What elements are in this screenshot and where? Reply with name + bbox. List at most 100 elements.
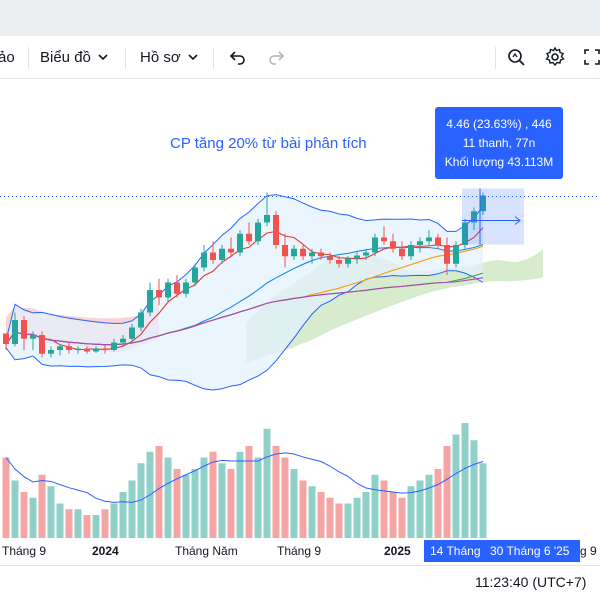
volume-bar [245, 446, 253, 538]
ma-trend [5, 277, 484, 346]
volume-bar [236, 451, 244, 538]
candle-body [93, 348, 99, 352]
volume-bar [353, 497, 361, 538]
toolbar-divider [213, 47, 214, 69]
tooltip-volume: Khối lượng 43.113M [444, 154, 554, 169]
candle-body [417, 241, 423, 245]
volume-bar [362, 492, 370, 538]
settings-button[interactable] [544, 36, 566, 78]
volume-bar [299, 480, 307, 538]
volume-bar [290, 469, 298, 538]
time-axis-label: Tháng 9 [277, 544, 322, 558]
volume-bar [416, 480, 424, 538]
volume-bar [308, 486, 316, 538]
volume-bar [56, 503, 64, 538]
volume-bar [173, 469, 181, 538]
volume-bar [218, 463, 226, 538]
cut-menu-label: ảo [0, 48, 15, 66]
candle-body [84, 348, 90, 352]
candle-body [309, 252, 315, 257]
candle-body [462, 222, 468, 245]
candle-body [120, 338, 126, 343]
candle-body [3, 333, 9, 344]
candle-body [147, 290, 153, 313]
cut-menu-item[interactable]: ảo [0, 36, 15, 78]
time-axis[interactable]: Tháng 9 2024 Tháng Năm Tháng 9 2025 g 9 [0, 540, 600, 562]
volume-bar [335, 503, 343, 538]
volume-bar [38, 474, 46, 538]
chevron-down-icon [187, 51, 199, 63]
chart-toolbar: ảo Biểu đồ Hồ sơ [0, 36, 600, 79]
volume-bars [2, 423, 487, 538]
profile-menu-label: Hồ sơ [140, 48, 181, 66]
gear-icon [544, 46, 566, 68]
clock-time: 11:23:40 (UTC+7) [475, 574, 587, 590]
candle-body [66, 346, 72, 350]
candle-body [48, 350, 54, 354]
undo-icon [228, 47, 248, 67]
candle-body [291, 248, 297, 257]
candle-body [165, 282, 171, 298]
candle-body [219, 248, 225, 260]
range-end-label: 30 Tháng 6 '25 [486, 540, 580, 562]
volume-bar [119, 492, 127, 538]
candle-body [471, 211, 477, 223]
chevron-down-icon [97, 51, 109, 63]
status-footer: 11:23:40 (UTC+7) [0, 565, 600, 601]
toolbar-divider [125, 47, 126, 69]
candle-body [273, 215, 279, 245]
candle-body [300, 248, 306, 257]
tooltip-bars-duration: 11 thanh, 77n [462, 135, 536, 150]
volume-bar [101, 509, 109, 538]
candle-body [381, 237, 387, 242]
volume-bar [389, 492, 397, 538]
measure-arrow [514, 216, 521, 225]
volume-bar [326, 497, 334, 538]
candle-body [264, 215, 270, 223]
volume-bar [209, 451, 217, 538]
candle-body [255, 222, 261, 242]
redo-button[interactable] [266, 36, 286, 78]
volume-bar [227, 469, 235, 538]
candle-body [435, 237, 441, 245]
candle-body [156, 290, 162, 298]
volume-bar [2, 457, 10, 538]
fullscreen-icon [582, 47, 600, 67]
candle-body [426, 237, 432, 242]
volume-bar [155, 446, 163, 538]
candle-body [111, 342, 117, 350]
zoom-search-button[interactable] [505, 36, 527, 78]
zoom-search-icon [505, 46, 527, 68]
volume-bar [74, 509, 82, 538]
chart-type-menu[interactable]: Biểu đồ [40, 36, 109, 78]
candle-body [363, 252, 369, 256]
volume-bar [272, 446, 280, 538]
candle-body [30, 335, 36, 339]
price-chart[interactable] [0, 78, 600, 565]
chart-overlay [0, 188, 600, 245]
fullscreen-button[interactable] [582, 36, 600, 78]
browser-top-band [0, 0, 600, 36]
volume-bar [452, 434, 460, 538]
candle-body [444, 245, 450, 264]
undo-button[interactable] [228, 36, 248, 78]
volume-bar [110, 503, 118, 538]
candle-body [39, 335, 45, 354]
volume-bar [425, 474, 433, 538]
chart-type-label: Biểu đồ [40, 48, 91, 66]
candle-body [237, 233, 243, 253]
volume-bar [461, 423, 469, 538]
candle-body [210, 252, 216, 260]
volume-bar [200, 457, 208, 538]
bollinger-lower [5, 270, 484, 391]
volume-ma [5, 452, 484, 503]
candle-body [12, 320, 18, 344]
candlesticks [3, 192, 486, 358]
candle-body [372, 237, 378, 253]
candle-body [228, 248, 234, 253]
candle-body [318, 252, 324, 257]
profile-menu[interactable]: Hồ sơ [140, 36, 199, 78]
volume-bar [47, 486, 55, 538]
chart-annotation-headline: CP tăng 20% từ bài phân tích [170, 135, 367, 152]
redo-icon [266, 47, 286, 67]
